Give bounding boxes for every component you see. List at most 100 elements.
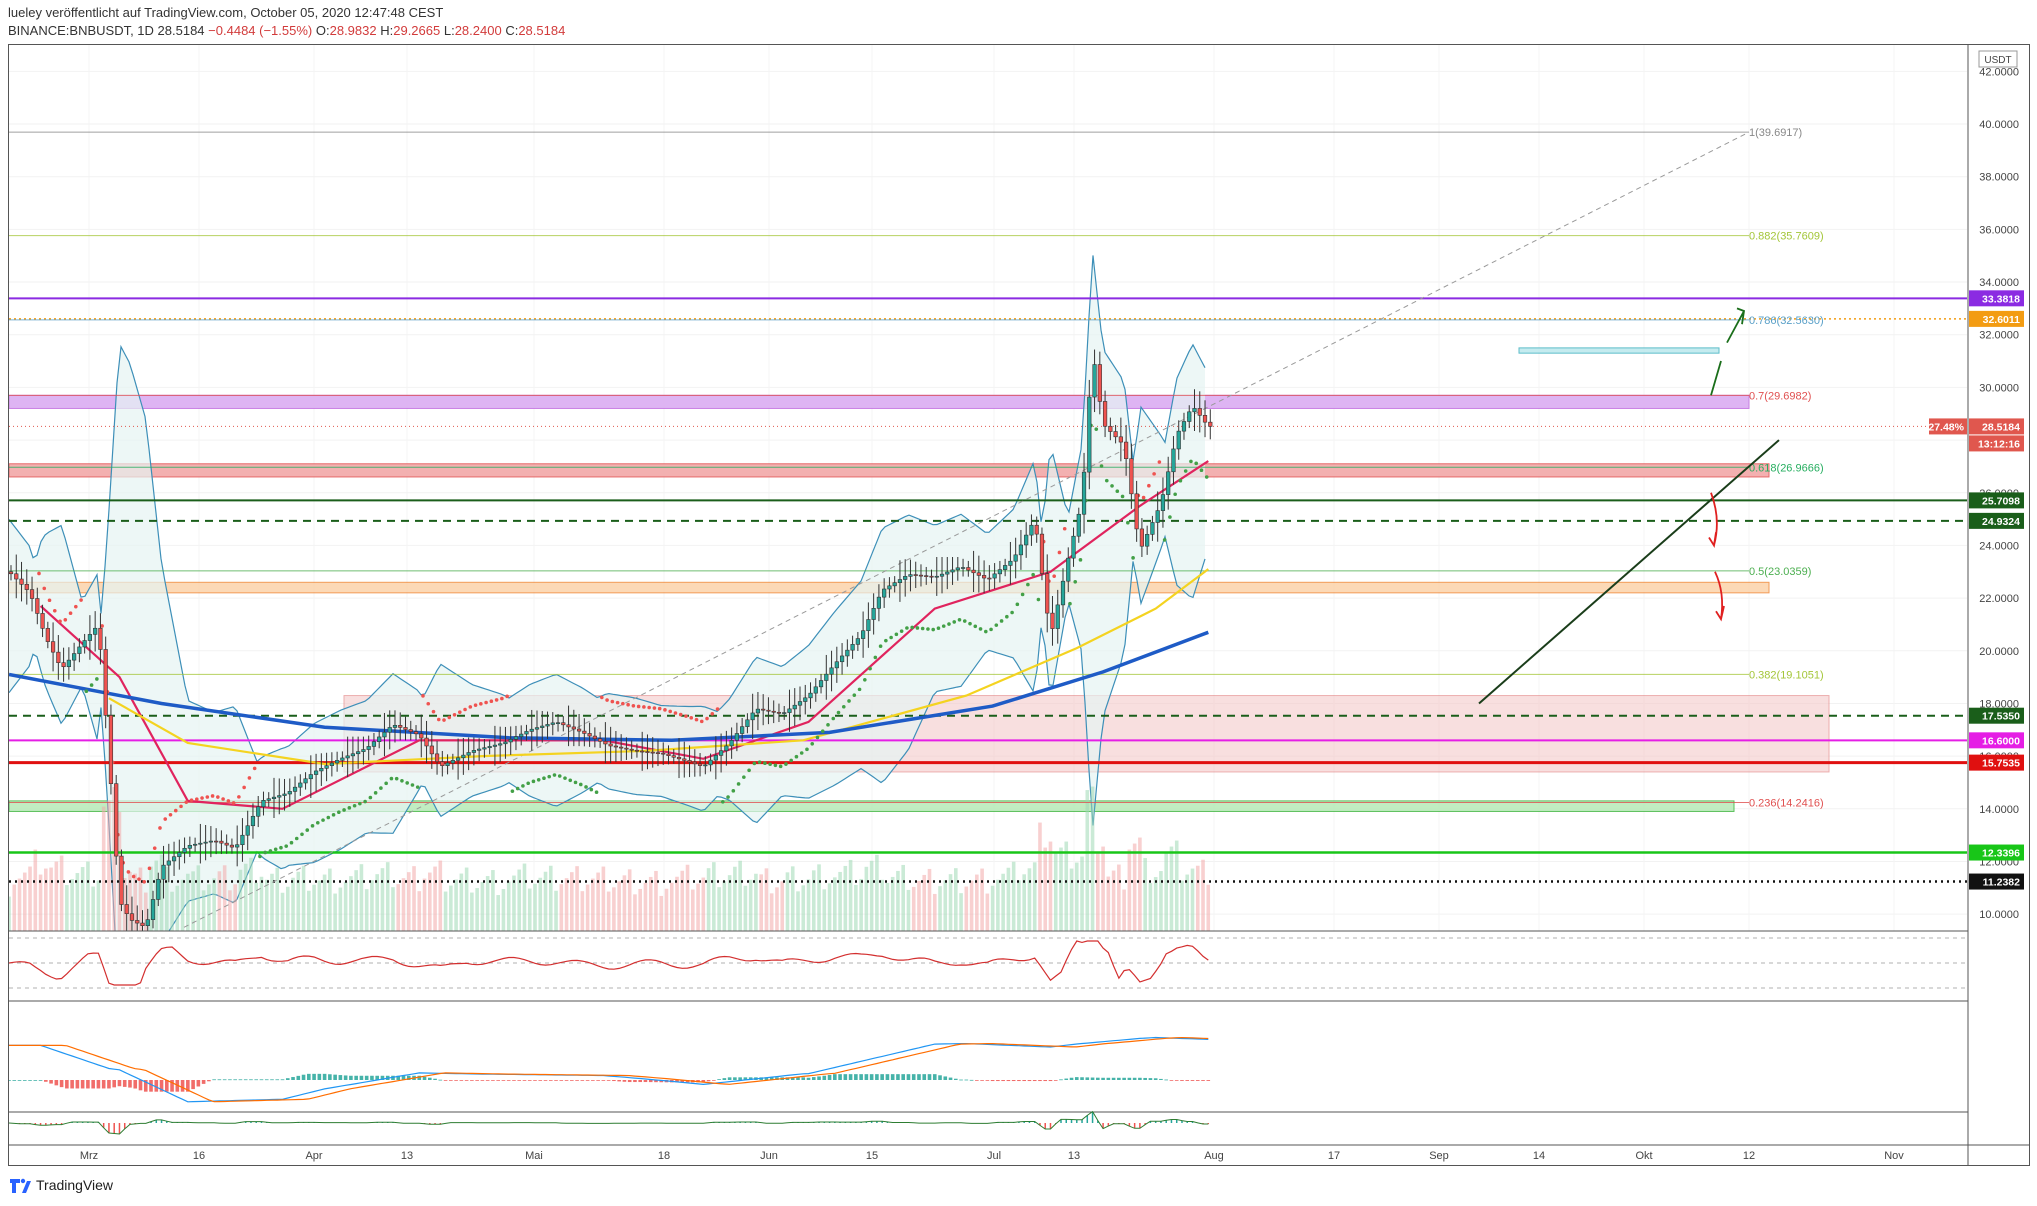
parabolic-sar-dot [526, 781, 530, 786]
volume-bar [669, 882, 674, 937]
parabolic-sar-dot [347, 806, 352, 810]
volume-bar [1038, 822, 1042, 937]
candle-body [929, 575, 934, 578]
volume-bar [754, 873, 758, 937]
candle-body [466, 752, 471, 756]
candle-body [166, 860, 171, 866]
macd-histogram-bar [854, 1074, 858, 1080]
parabolic-sar-dot [1062, 526, 1067, 531]
candle-body [387, 727, 392, 733]
volume-bar [401, 878, 406, 937]
candle-body [808, 692, 813, 699]
parabolic-sar-dot [205, 795, 210, 799]
countdown-tag [1969, 435, 2024, 452]
macd-histogram-bar [59, 1080, 64, 1088]
parabolic-sar-dot [542, 776, 546, 780]
volume-bar [1153, 877, 1158, 937]
volume-bar [506, 881, 511, 937]
candle-body [240, 834, 245, 846]
candle-body [182, 847, 187, 853]
tradingview-logo-icon[interactable] [8, 1175, 32, 1195]
candle-body [261, 800, 266, 808]
macd-histogram-bar [196, 1080, 201, 1087]
volume-bar [143, 892, 148, 937]
candle-body [1192, 408, 1197, 413]
macd-histogram-bar [1022, 1080, 1026, 1082]
parabolic-sar-dot [326, 815, 331, 820]
macd-histogram-bar [533, 1080, 537, 1081]
macd-histogram-bar [1027, 1080, 1032, 1082]
macd-histogram-bar [548, 1080, 553, 1081]
candle-body [708, 759, 713, 766]
volume-bar [559, 884, 564, 937]
parabolic-sar-dot [868, 666, 872, 671]
volume-bar [1006, 867, 1011, 937]
volume-bar [911, 886, 916, 937]
candle-body [650, 751, 655, 754]
macd-histogram-bar [122, 1080, 127, 1087]
tradingview-brand[interactable]: TradingView [36, 1177, 114, 1193]
macd-histogram-bar [1001, 1080, 1005, 1082]
candle-body [398, 725, 403, 728]
parabolic-sar-dot [936, 626, 941, 631]
parabolic-sar-dot [510, 789, 515, 793]
countdown-label: 13:12:16 [1978, 438, 2020, 450]
parabolic-sar-dot [1115, 489, 1120, 493]
parabolic-sar-dot [626, 702, 630, 707]
macd-histogram-bar [9, 1080, 11, 1081]
price-tick-label: 38.0000 [1979, 172, 2019, 184]
chart-frame[interactable]: 1(39.6917) 0.882(35.7609) 0.786(32.5630) 0.… [8, 44, 2030, 1166]
macd-histogram-bar [428, 1077, 432, 1080]
macd-histogram-bar [101, 1080, 106, 1089]
candle-body [718, 750, 724, 756]
candle-body [987, 577, 992, 580]
parabolic-sar-dot [805, 747, 809, 752]
volume-bar [959, 893, 963, 937]
candle-body [1087, 396, 1092, 473]
candle-body [361, 749, 366, 752]
volume-bar [664, 888, 669, 937]
parabolic-sar-dot [610, 699, 615, 704]
candle-body [35, 598, 40, 614]
macd-histogram-bar [575, 1080, 579, 1081]
macd-histogram-bar [659, 1080, 664, 1083]
close-value: 28.5184 [518, 23, 566, 38]
candle-body [682, 758, 687, 761]
candle-body [897, 579, 903, 583]
level-price-label: 24.9324 [1982, 516, 2020, 528]
parabolic-sar-dot [563, 776, 567, 780]
parabolic-sar-dot [962, 619, 967, 623]
parabolic-sar-dot [710, 712, 715, 716]
macd-histogram-bar [354, 1075, 358, 1080]
parabolic-sar-dot [1052, 574, 1056, 578]
volume-bar [464, 867, 469, 937]
candle-body [445, 762, 450, 766]
candle-body [187, 844, 192, 849]
volume-bar [706, 868, 711, 937]
volume-bar [417, 891, 422, 937]
bullish-arrow-1 [1710, 360, 1722, 396]
candle-body [550, 722, 555, 725]
parabolic-sar-dot [1026, 582, 1030, 587]
candle-body [124, 904, 129, 915]
volume-bar [291, 877, 295, 937]
parabolic-sar-dot [1073, 579, 1078, 584]
macd-histogram-bar [17, 1080, 22, 1081]
candle-body [918, 574, 924, 577]
volume-bar [249, 857, 253, 937]
candle-body [534, 727, 540, 730]
candle-body [1197, 408, 1202, 416]
candle-body [1145, 534, 1150, 547]
macd-histogram-bar [943, 1076, 948, 1080]
macd-histogram-bar [648, 1080, 653, 1083]
volume-bar [654, 870, 658, 937]
candle-body [613, 745, 618, 748]
parabolic-sar-dot [552, 773, 557, 777]
parabolic-sar-dot [684, 714, 688, 718]
price-tick-label: 40.0000 [1979, 119, 2019, 131]
osc3-line [9, 1110, 1209, 1135]
parabolic-sar-dot [531, 779, 536, 784]
parabolic-sar-dot [831, 716, 836, 721]
volume-bar [869, 860, 874, 937]
price-chart[interactable]: 1(39.6917) 0.882(35.7609) 0.786(32.5630) 0.… [9, 45, 2029, 1165]
